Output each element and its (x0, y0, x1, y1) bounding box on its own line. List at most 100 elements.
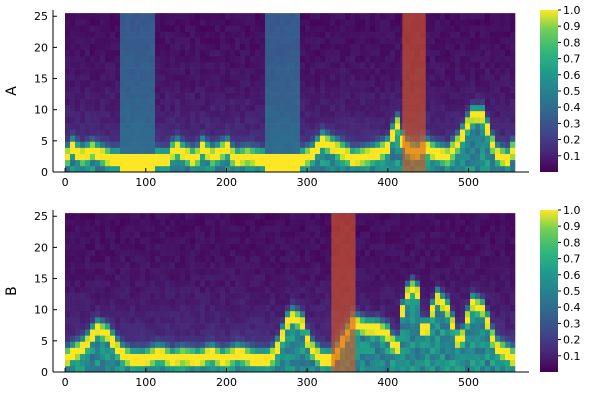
heatmap-cell (345, 86, 351, 93)
heatmap-cell (480, 74, 486, 81)
heatmap-cell (190, 147, 196, 154)
heatmap-cell (65, 274, 71, 281)
heatmap-cell (125, 31, 131, 38)
heatmap-cell (130, 280, 136, 287)
heatmap-cell (375, 49, 381, 57)
heatmap-cell (490, 231, 496, 238)
heatmap-cell (210, 55, 216, 63)
heatmap-cell (290, 268, 296, 275)
heatmap-cell (305, 262, 311, 269)
heatmap-cell (235, 55, 241, 63)
heatmap-cell (395, 249, 401, 257)
heatmap-cell (325, 141, 331, 148)
heatmap-cell (70, 92, 76, 99)
heatmap-cell (390, 329, 396, 336)
heatmap-cell (210, 110, 216, 118)
heatmap-cell (265, 280, 271, 287)
heatmap-cell (150, 219, 156, 226)
heatmap-cell (170, 117, 176, 124)
heatmap-cell (400, 323, 406, 330)
heatmap-cell (160, 280, 166, 287)
heatmap-cell (185, 43, 191, 51)
heatmap-cell (330, 68, 336, 75)
heatmap-cell (195, 249, 201, 257)
heatmap-cell (220, 74, 226, 81)
heatmap-cell (285, 365, 291, 373)
heatmap-cell (135, 237, 141, 244)
heatmap-cell (70, 165, 76, 173)
heatmap-cell (275, 262, 281, 269)
heatmap-cell (475, 249, 481, 257)
heatmap-cell (90, 353, 96, 361)
heatmap-cell (385, 323, 391, 330)
heatmap-cell (500, 225, 506, 232)
heatmap-cell (315, 153, 321, 161)
heatmap-cell (140, 237, 146, 244)
heatmap-cell (85, 237, 91, 244)
heatmap-cell (95, 141, 101, 148)
heatmap-cell (140, 255, 146, 263)
heatmap-cell (190, 31, 196, 38)
heatmap-cell (280, 159, 286, 167)
heatmap-cell (390, 110, 396, 118)
heatmap-cell (70, 219, 76, 226)
heatmap-cell (235, 310, 241, 318)
heatmap-cell (415, 365, 421, 373)
heatmap-cell (105, 13, 111, 20)
heatmap-cell (370, 323, 376, 330)
heatmap-cell (495, 353, 501, 361)
heatmap-cell (120, 255, 126, 263)
heatmap-cell (170, 62, 176, 69)
heatmap-cell (160, 268, 166, 275)
heatmap-cell (385, 43, 391, 51)
heatmap-cell (315, 74, 321, 81)
heatmap-cell (465, 341, 471, 348)
heatmap-cell (355, 55, 361, 63)
heatmap-cell (325, 159, 331, 167)
heatmap-cell (375, 304, 381, 312)
heatmap-cell (290, 255, 296, 263)
heatmap-cell (355, 347, 361, 354)
heatmap-cell (90, 231, 96, 238)
heatmap-cell (180, 19, 186, 26)
heatmap-cell (200, 310, 206, 318)
heatmap-cell (125, 317, 131, 324)
heatmap-cell (210, 262, 216, 269)
heatmap-cell (360, 213, 366, 220)
heatmap-cell (130, 262, 136, 269)
heatmap-cell (265, 262, 271, 269)
heatmap-cell (85, 359, 91, 367)
heatmap-cell (155, 274, 161, 281)
heatmap-cell (65, 165, 71, 173)
heatmap-cell (380, 49, 386, 57)
heatmap-cell (505, 19, 511, 26)
heatmap-cell (270, 74, 276, 81)
heatmap-cell (195, 298, 201, 306)
heatmap-cell (265, 359, 271, 367)
heatmap-cell (495, 123, 501, 130)
heatmap-cell (115, 249, 121, 257)
heatmap-cell (160, 37, 166, 44)
heatmap-cell (180, 262, 186, 269)
heatmap-cell (365, 323, 371, 330)
heatmap-cell (445, 74, 451, 81)
heatmap-cell (230, 323, 236, 330)
heatmap-cell (295, 147, 301, 154)
heatmap-cell (200, 43, 206, 51)
heatmap-cell (420, 249, 426, 257)
heatmap-cell (470, 129, 476, 136)
heatmap-cell (90, 153, 96, 161)
heatmap-cell (215, 249, 221, 257)
heatmap-cell (135, 213, 141, 220)
heatmap-cell (190, 304, 196, 312)
heatmap-cell (415, 317, 421, 324)
heatmap-cell (475, 25, 481, 32)
heatmap-cell (420, 347, 426, 354)
heatmap-cell (375, 80, 381, 87)
heatmap-cell (130, 231, 136, 238)
heatmap-cell (210, 123, 216, 130)
heatmap-cell (440, 62, 446, 69)
heatmap-cell (195, 25, 201, 32)
heatmap-cell (495, 292, 501, 299)
heatmap-cell (325, 255, 331, 263)
